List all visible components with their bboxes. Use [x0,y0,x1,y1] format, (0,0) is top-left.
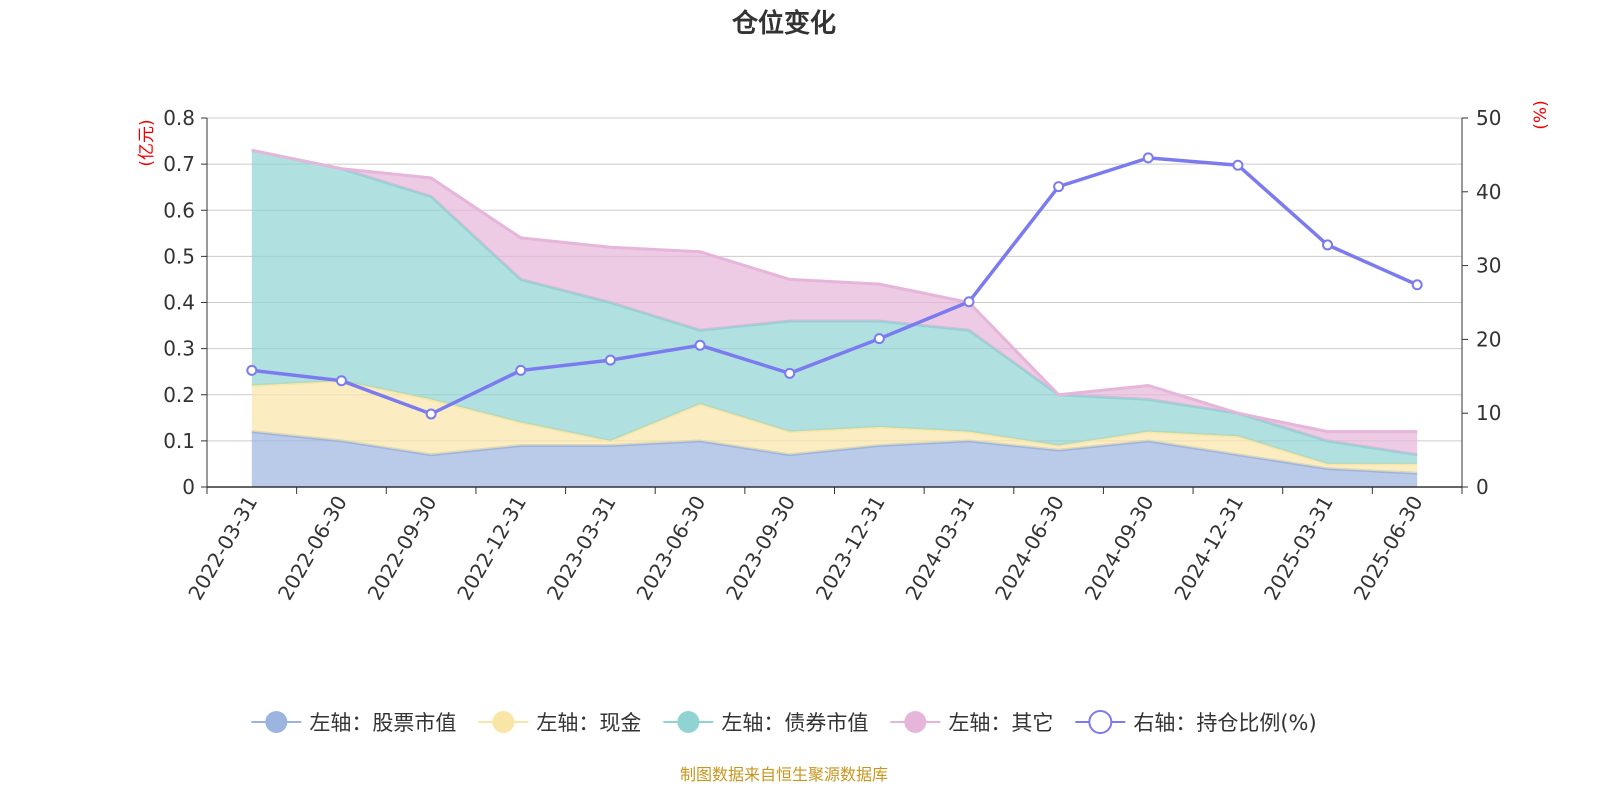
legend-label: 右轴：持仓比例(%) [1133,711,1316,735]
ratio-point [425,408,437,420]
source-note: 制图数据来自恒生聚源数据库 [680,765,888,784]
stacked-areas [251,148,1418,487]
right-axis-tick-label: 20 [1476,327,1501,351]
legend-label: 左轴：其它 [948,711,1053,735]
ratio-point [604,354,616,366]
legend-label: 左轴：现金 [536,711,641,735]
legend-item: 左轴：现金 [478,711,641,735]
x-axis-tick-label: 2025-03-31 [1259,492,1338,605]
ratio-line [246,152,1423,420]
ratio-point [515,364,527,376]
x-axis-tick-label: 2023-09-30 [721,492,800,605]
legend-marker [904,711,927,733]
x-axis-tick-label: 2022-03-31 [183,492,262,605]
left-axis-tick-label: 0.4 [163,291,195,315]
x-axis-tick-label: 2025-06-30 [1349,492,1428,605]
right-axis-tick-label: 50 [1476,106,1501,130]
chart-title: 仓位变化 [731,8,836,39]
ratio-point [1411,279,1423,291]
area-edge-左轴：其它 [251,148,1418,434]
ratio-point [873,333,885,345]
left-axis-tick-label: 0.8 [163,106,195,130]
left-axis-tick-label: 0.1 [163,429,195,453]
x-axis-tick-label: 2024-03-31 [900,492,979,605]
ratio-point [1053,181,1065,193]
right-axis-unit: (%) [1531,100,1551,129]
right-axis-tick-label: 30 [1476,254,1501,278]
right-axis-tick-label: 10 [1476,401,1501,425]
area-左轴：债券市值 [251,150,1418,464]
ratio-point [246,364,258,376]
x-axis-tick-label: 2023-06-30 [631,492,710,605]
ratio-point [784,367,796,379]
ratio-point [963,296,975,308]
right-axis-tick-label: 0 [1476,475,1489,499]
ratio-point [1322,239,1334,251]
x-axis-tick-label: 2024-06-30 [990,492,1069,605]
ratio-point [335,375,347,387]
ratio-point [694,339,706,351]
left-axis-unit: (亿元) [137,119,157,166]
legend-marker [1088,710,1113,734]
area-左轴：其它 [251,150,1418,455]
ratio-line-path [251,156,1418,416]
legend-marker [265,711,288,733]
ratio-point [1142,152,1154,164]
x-axis-tick-label: 2022-12-31 [452,492,531,605]
legend-marker [492,711,515,733]
x-axis-tick-label: 2023-12-31 [811,492,890,605]
legend-item: 左轴：股票市值 [251,711,456,735]
right-axis-tick-label: 40 [1476,180,1501,204]
x-axis-tick-label: 2022-09-30 [363,492,442,605]
x-axis-tick-label: 2023-03-31 [542,492,621,605]
x-axis-tick-label: 2022-06-30 [273,492,352,605]
legend-label: 左轴：股票市值 [309,711,456,735]
legend: 左轴：股票市值 左轴：现金 左轴：债券市值 左轴：其它 右轴：持仓比例(%) [251,710,1317,735]
legend-label: 左轴：债券市值 [721,711,868,735]
x-axis-tick-label: 2024-09-30 [1080,492,1159,605]
legend-item: 左轴：其它 [890,711,1053,735]
left-axis-tick-label: 0.6 [163,198,195,222]
legend-item: 右轴：持仓比例(%) [1075,710,1317,735]
left-axis-tick-label: 0.5 [163,244,195,268]
left-axis-tick-label: 0.7 [163,152,195,176]
x-axis-tick-label: 2024-12-31 [1169,492,1248,605]
ratio-point [1232,159,1244,171]
legend-item: 左轴：债券市值 [663,711,868,735]
legend-marker [677,711,700,733]
left-axis-tick-label: 0.2 [163,383,195,407]
left-axis-tick-label: 0.3 [163,337,195,361]
area-左轴：股票市值 [251,431,1418,487]
left-axis-tick-label: 0 [182,475,195,499]
